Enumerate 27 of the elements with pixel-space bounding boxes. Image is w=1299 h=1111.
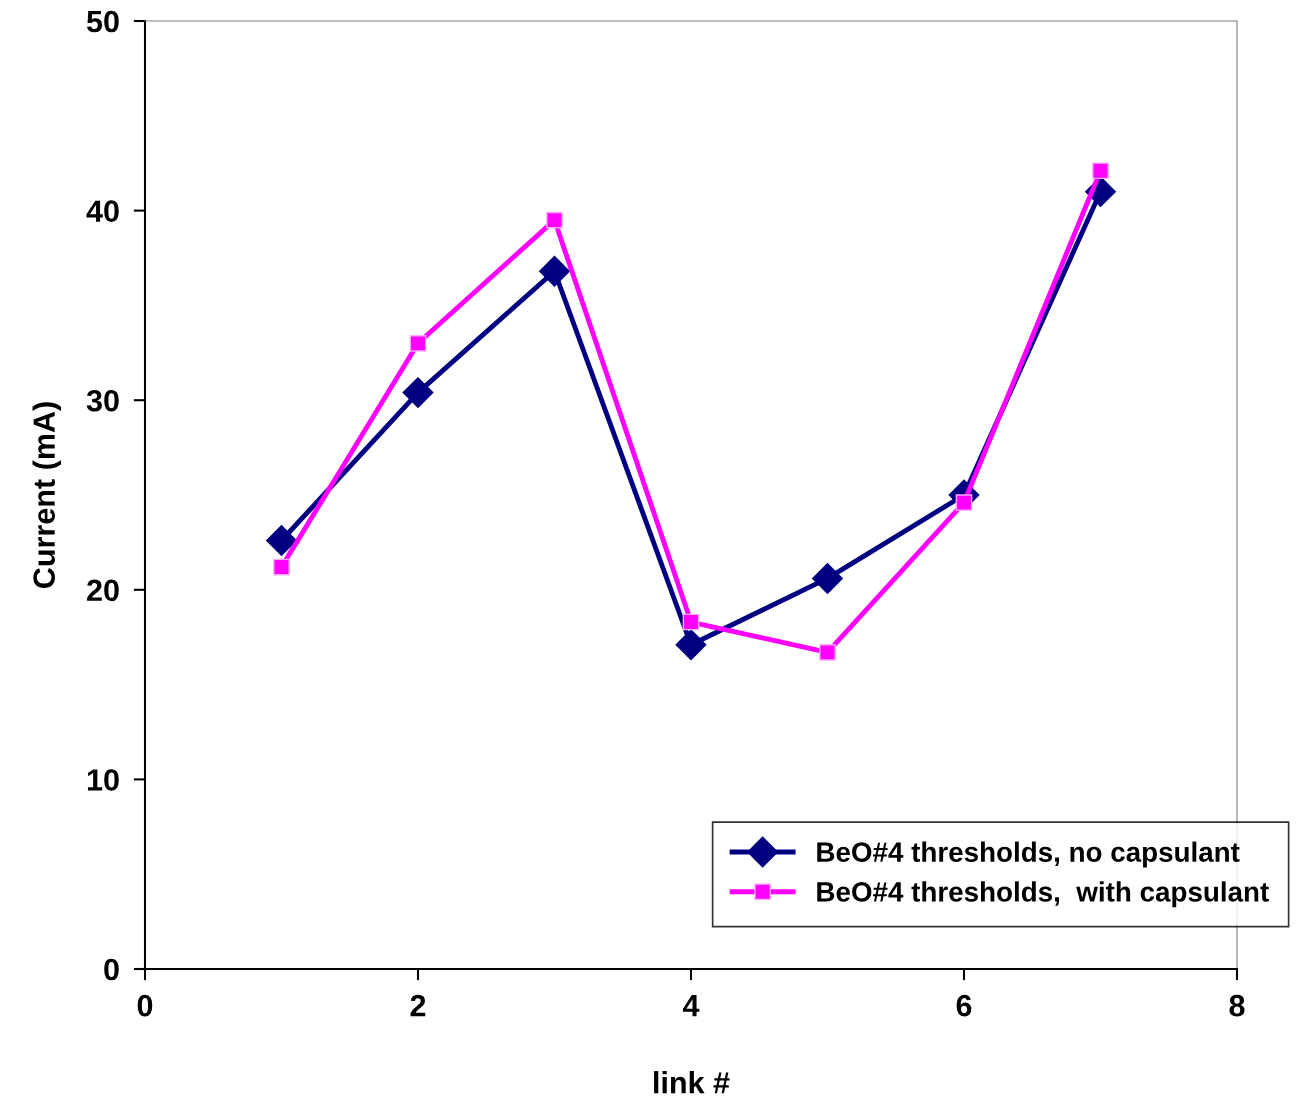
point <box>402 377 434 409</box>
legend-label: BeO#4 thresholds, no capsulant <box>817 841 1240 868</box>
y-tick-label: 10 <box>87 769 119 791</box>
point <box>1092 162 1109 180</box>
point <box>675 629 707 661</box>
legend-label: BeO#4 thresholds, with capsulant <box>817 881 1269 908</box>
x-tick-label: 0 <box>137 994 153 1017</box>
point <box>546 211 563 229</box>
x-tick-label: 4 <box>682 995 700 1017</box>
point <box>409 334 427 352</box>
point <box>955 494 973 511</box>
y-tick-label: 50 <box>86 10 119 33</box>
x-tick-label: 2 <box>410 994 426 1017</box>
point <box>812 562 843 594</box>
x-tick-label: 8 <box>1229 994 1245 1017</box>
point <box>682 613 700 631</box>
y-tick-label: 0 <box>104 958 119 981</box>
x-axis-title: link # <box>654 1071 730 1094</box>
point <box>819 644 836 661</box>
y-tick-label: 40 <box>86 200 119 222</box>
x-tick-label: 6 <box>956 994 972 1017</box>
point <box>539 255 570 287</box>
point <box>273 558 290 576</box>
y-axis-title: Current (mA) <box>32 402 62 588</box>
y-tick-label: 30 <box>86 389 119 412</box>
y-tick-label: 20 <box>87 579 119 602</box>
point <box>266 525 297 556</box>
